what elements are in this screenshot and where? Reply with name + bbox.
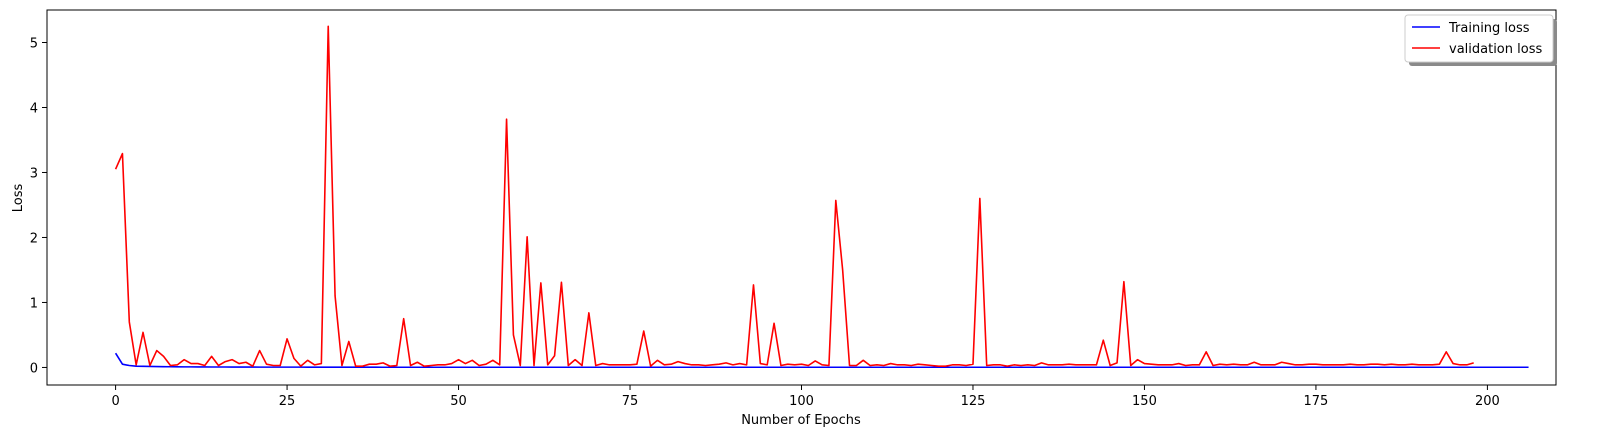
y-tick-label: 4 xyxy=(30,101,38,116)
y-axis-label: Loss xyxy=(11,184,26,213)
y-tick-label: 3 xyxy=(30,166,38,181)
x-axis-label: Number of Epochs xyxy=(741,413,861,428)
x-tick-label: 50 xyxy=(450,394,467,409)
x-axis-ticks: 0 25 50 75 100 125 150 175 200 xyxy=(111,385,1500,409)
y-tick-label: 2 xyxy=(30,231,38,246)
x-tick-label: 175 xyxy=(1304,394,1329,409)
legend: Training loss validation loss xyxy=(1404,14,1557,66)
legend-label-training: Training loss xyxy=(1448,21,1530,36)
x-tick-label: 125 xyxy=(961,394,986,409)
x-tick-label: 150 xyxy=(1132,394,1157,409)
x-tick-label: 200 xyxy=(1475,394,1500,409)
x-tick-label: 25 xyxy=(279,394,296,409)
x-tick-label: 75 xyxy=(622,394,639,409)
legend-label-validation: validation loss xyxy=(1449,42,1542,57)
plot-frame xyxy=(46,9,1557,386)
series-layer xyxy=(114,25,1529,369)
series-line-validation-loss xyxy=(114,25,1474,367)
x-tick-label: 100 xyxy=(789,394,814,409)
y-axis-ticks: 0 1 2 3 4 5 xyxy=(30,36,47,376)
legend-box xyxy=(1404,14,1554,63)
y-tick-label: 5 xyxy=(30,36,38,51)
series-line-training-loss xyxy=(114,352,1529,369)
y-tick-label: 1 xyxy=(30,296,38,311)
y-tick-label: 0 xyxy=(30,361,38,376)
x-tick-label: 0 xyxy=(111,394,119,409)
